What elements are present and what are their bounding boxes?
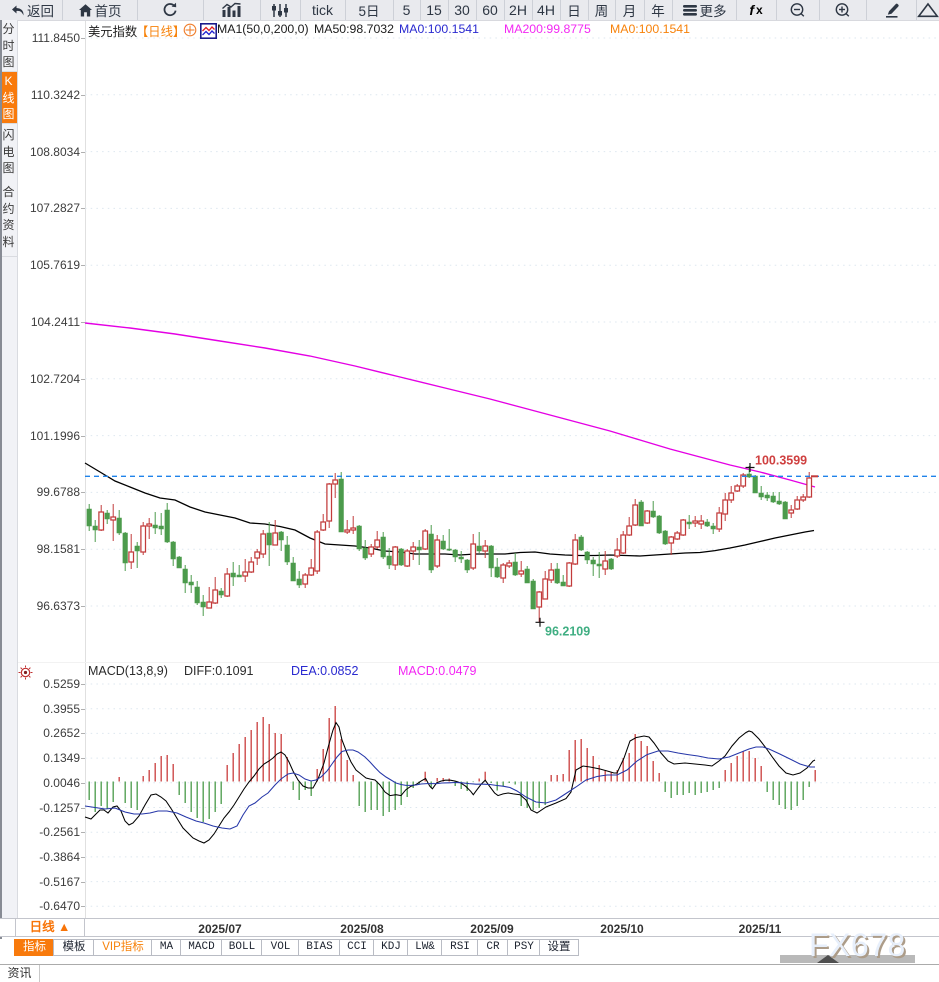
svg-text:100.3599: 100.3599 <box>755 454 807 468</box>
svg-text:96.2109: 96.2109 <box>545 625 590 639</box>
